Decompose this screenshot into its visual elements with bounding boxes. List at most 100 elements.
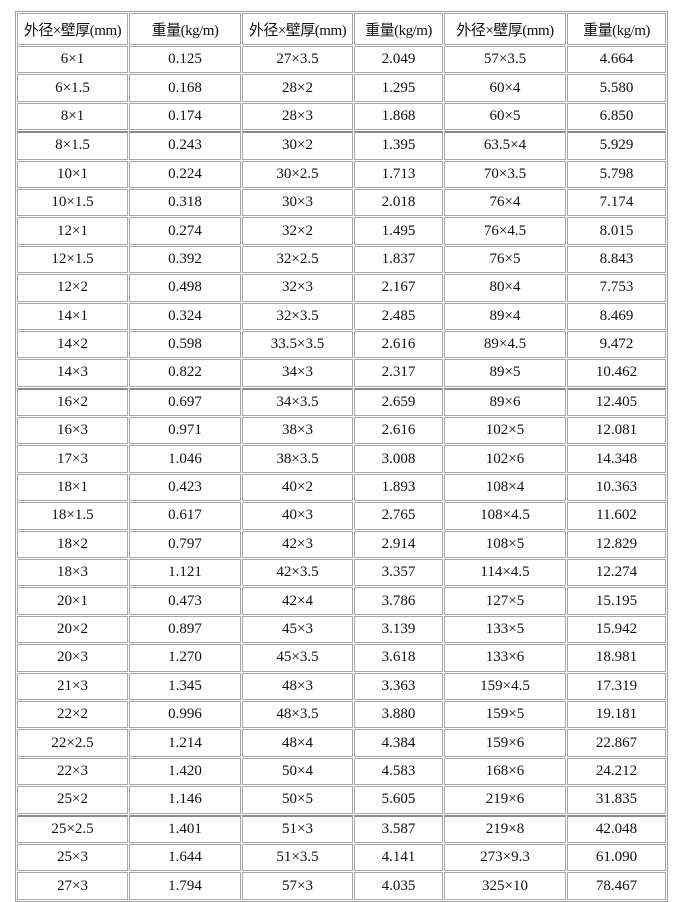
- weight-cell: 1.295: [354, 74, 443, 102]
- weight-cell: 0.971: [129, 417, 241, 445]
- weight-cell: 1.270: [129, 644, 241, 672]
- weight-cell: 5.798: [567, 160, 666, 188]
- table-row: 12×1 0.274 32×2 1.495 76×4.5 8.015: [17, 217, 666, 245]
- weight-cell: 8.469: [567, 302, 666, 330]
- size-cell: 273×9.3: [444, 843, 566, 872]
- weight-cell: 0.797: [129, 530, 241, 559]
- weight-cell: 2.914: [354, 530, 443, 559]
- size-cell: 325×10: [444, 872, 566, 900]
- size-cell: 108×5: [444, 530, 566, 559]
- weight-cell: 2.167: [354, 274, 443, 302]
- table-row: 14×1 0.324 32×3.5 2.485 89×4 8.469: [17, 302, 666, 330]
- table-row: 14×3 0.822 34×3 2.317 89×5 10.462: [17, 359, 666, 387]
- weight-cell: 0.822: [129, 359, 241, 387]
- weight-cell: 3.357: [354, 559, 443, 587]
- table-row: 10×1 0.224 30×2.5 1.713 70×3.5 5.798: [17, 160, 666, 188]
- size-cell: 102×6: [444, 445, 566, 473]
- table-row: 20×1 0.473 42×4 3.786 127×5 15.195: [17, 587, 666, 615]
- size-cell: 60×4: [444, 74, 566, 102]
- size-cell: 42×3: [242, 530, 353, 559]
- size-cell: 127×5: [444, 587, 566, 615]
- weight-cell: 8.015: [567, 217, 666, 245]
- size-cell: 16×2: [17, 387, 128, 417]
- weight-cell: 0.318: [129, 188, 241, 217]
- size-cell: 133×6: [444, 644, 566, 672]
- table-row: 18×3 1.121 42×3.5 3.357 114×4.5 12.274: [17, 559, 666, 587]
- weight-cell: 0.392: [129, 245, 241, 274]
- weight-cell: 2.485: [354, 302, 443, 330]
- weight-cell: 12.081: [567, 417, 666, 445]
- table-row: 18×2 0.797 42×3 2.914 108×5 12.829: [17, 530, 666, 559]
- size-cell: 45×3.5: [242, 644, 353, 672]
- size-cell: 17×3: [17, 445, 128, 473]
- weight-cell: 12.829: [567, 530, 666, 559]
- size-cell: 14×2: [17, 330, 128, 359]
- weight-cell: 42.048: [567, 814, 666, 843]
- size-cell: 32×2: [242, 217, 353, 245]
- size-cell: 40×2: [242, 473, 353, 502]
- weight-cell: 22.867: [567, 729, 666, 757]
- size-cell: 20×2: [17, 615, 128, 644]
- size-cell: 89×4: [444, 302, 566, 330]
- size-cell: 30×2.5: [242, 160, 353, 188]
- weight-cell: 5.929: [567, 131, 666, 160]
- table-row: 20×2 0.897 45×3 3.139 133×5 15.942: [17, 615, 666, 644]
- size-cell: 60×5: [444, 102, 566, 131]
- size-cell: 50×5: [242, 786, 353, 814]
- weight-cell: 0.174: [129, 102, 241, 131]
- weight-cell: 3.786: [354, 587, 443, 615]
- size-cell: 89×5: [444, 359, 566, 387]
- weight-cell: 15.942: [567, 615, 666, 644]
- weight-cell: 1.395: [354, 131, 443, 160]
- table-row: 25×3 1.644 51×3.5 4.141 273×9.3 61.090: [17, 843, 666, 872]
- weight-cell: 0.125: [129, 46, 241, 74]
- size-cell: 32×3: [242, 274, 353, 302]
- table-row: 6×1 0.125 27×3.5 2.049 57×3.5 4.664: [17, 46, 666, 74]
- weight-cell: 0.498: [129, 274, 241, 302]
- size-cell: 133×5: [444, 615, 566, 644]
- weight-cell: 1.345: [129, 672, 241, 700]
- table-row: 6×1.5 0.168 28×2 1.295 60×4 5.580: [17, 74, 666, 102]
- weight-cell: 2.049: [354, 46, 443, 74]
- size-cell: 42×3.5: [242, 559, 353, 587]
- size-cell: 63.5×4: [444, 131, 566, 160]
- table-row: 27×3 1.794 57×3 4.035 325×10 78.467: [17, 872, 666, 900]
- table-row: 14×2 0.598 33.5×3.5 2.616 89×4.5 9.472: [17, 330, 666, 359]
- size-cell: 42×4: [242, 587, 353, 615]
- table-row: 12×2 0.498 32×3 2.167 80×4 7.753: [17, 274, 666, 302]
- size-cell: 108×4.5: [444, 502, 566, 530]
- size-cell: 25×2.5: [17, 814, 128, 843]
- table-row: 16×3 0.971 38×3 2.616 102×5 12.081: [17, 417, 666, 445]
- size-cell: 6×1.5: [17, 74, 128, 102]
- weight-cell: 3.618: [354, 644, 443, 672]
- weight-cell: 3.008: [354, 445, 443, 473]
- size-cell: 12×1.5: [17, 245, 128, 274]
- weight-cell: 2.765: [354, 502, 443, 530]
- table-row: 22×2 0.996 48×3.5 3.880 159×5 19.181: [17, 700, 666, 729]
- size-cell: 18×2: [17, 530, 128, 559]
- size-cell: 57×3: [242, 872, 353, 900]
- weight-cell: 1.146: [129, 786, 241, 814]
- table-row: 8×1 0.174 28×3 1.868 60×5 6.850: [17, 102, 666, 131]
- size-cell: 219×6: [444, 786, 566, 814]
- weight-cell: 17.319: [567, 672, 666, 700]
- column-header-weight: 重量(kg/m): [567, 13, 666, 45]
- weight-cell: 0.274: [129, 217, 241, 245]
- size-cell: 12×1: [17, 217, 128, 245]
- weight-cell: 0.168: [129, 74, 241, 102]
- table-row: 25×2 1.146 50×5 5.605 219×6 31.835: [17, 786, 666, 814]
- weight-cell: 0.697: [129, 387, 241, 417]
- weight-cell: 1.046: [129, 445, 241, 473]
- size-cell: 168×6: [444, 757, 566, 786]
- weight-cell: 61.090: [567, 843, 666, 872]
- size-cell: 30×3: [242, 188, 353, 217]
- weight-cell: 3.363: [354, 672, 443, 700]
- weight-cell: 1.837: [354, 245, 443, 274]
- size-cell: 219×8: [444, 814, 566, 843]
- column-header-weight: 重量(kg/m): [354, 13, 443, 45]
- size-cell: 51×3.5: [242, 843, 353, 872]
- weight-cell: 1.401: [129, 814, 241, 843]
- size-cell: 8×1.5: [17, 131, 128, 160]
- weight-cell: 1.495: [354, 217, 443, 245]
- table-row: 22×3 1.420 50×4 4.583 168×6 24.212: [17, 757, 666, 786]
